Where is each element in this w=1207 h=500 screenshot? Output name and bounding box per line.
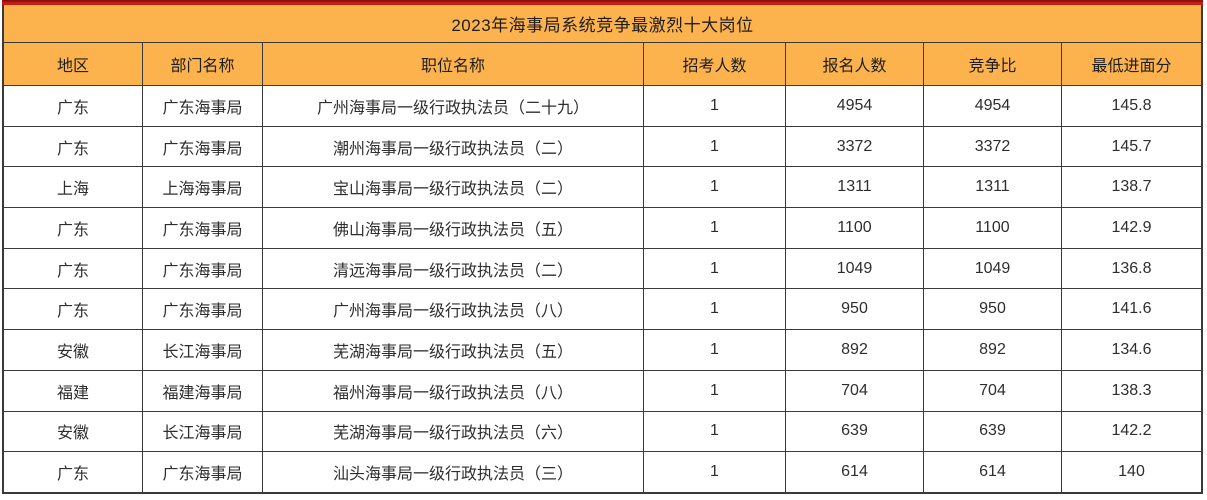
header-cell: 招考人数 bbox=[643, 43, 785, 85]
table-cell: 佛山海事局一级行政执法员（五） bbox=[262, 208, 643, 248]
table-cell: 1 bbox=[643, 289, 785, 330]
table-cell: 141.6 bbox=[1061, 289, 1201, 330]
table-cell: 广州海事局一级行政执法员（二十九） bbox=[262, 86, 643, 126]
table-cell: 安徽 bbox=[56, 425, 89, 443]
table-cell: 1 bbox=[643, 370, 785, 411]
table-cell: 892 bbox=[923, 330, 1061, 370]
table-cell: 广东 bbox=[56, 303, 89, 321]
table-cell: 1311 bbox=[923, 167, 1061, 208]
table-cell: 3372 bbox=[923, 126, 1061, 167]
table-cell: 1 bbox=[643, 208, 785, 248]
table-cell: 长江海事局 bbox=[142, 330, 262, 370]
table-cell: 140 bbox=[1061, 452, 1201, 492]
table-cell: 1 bbox=[643, 126, 785, 167]
table-cell: 145.8 bbox=[1061, 86, 1201, 126]
table-title-text: 2023年海事局系统竞争最激烈十大岗位 bbox=[451, 16, 754, 35]
table-row: 上海 上海海事局 宝山海事局一级行政执法员（二） 1 1311 1311 138.7 bbox=[4, 166, 1201, 208]
table-cell: 614 bbox=[923, 452, 1061, 492]
table-cell: 1100 bbox=[785, 208, 923, 248]
table-cell: 704 bbox=[923, 370, 1061, 411]
table-cell: 1 bbox=[643, 248, 785, 289]
table-cell: 上海 bbox=[56, 181, 89, 199]
table-cell: 清远海事局一级行政执法员（二） bbox=[262, 248, 643, 289]
table-cell: 950 bbox=[785, 289, 923, 330]
table-cell: 142.2 bbox=[1061, 411, 1201, 452]
competition-table: 2023年海事局系统竞争最激烈十大岗位 地区 部门名称 职位名称 招考人数 报名人数 竞争… bbox=[2, 5, 1203, 494]
table-row: 广东 广东海事局 佛山海事局一级行政执法员（五） 1 1100 1100 142.9 bbox=[4, 207, 1201, 248]
header-cell: 报名人数 bbox=[785, 43, 923, 85]
table-cell: 1 bbox=[643, 86, 785, 126]
table-cell: 4954 bbox=[785, 86, 923, 126]
table-cell: 1311 bbox=[785, 167, 923, 208]
table-cell: 145.7 bbox=[1061, 126, 1201, 167]
table-cell: 广州海事局一级行政执法员（八） bbox=[262, 289, 643, 330]
table-row: 安徽 长江海事局 芜湖海事局一级行政执法员（五） 1 892 892 134.6 bbox=[4, 329, 1201, 370]
table-cell: 芜湖海事局一级行政执法员（五） bbox=[262, 330, 643, 370]
table-cell: 1049 bbox=[923, 248, 1061, 289]
table-row: 广东 广东海事局 广州海事局一级行政执法员（八） 1 950 950 141.6 bbox=[4, 288, 1201, 330]
table-cell: 614 bbox=[785, 452, 923, 492]
table-cell: 潮州海事局一级行政执法员（二） bbox=[262, 126, 643, 167]
table-cell: 1 bbox=[643, 167, 785, 208]
table-cell: 广东 bbox=[56, 466, 89, 484]
table-cell: 3372 bbox=[785, 126, 923, 167]
table-row: 广东 广东海事局 清远海事局一级行政执法员（二） 1 1049 1049 136.8 bbox=[4, 247, 1201, 289]
table-cell: 芜湖海事局一级行政执法员（六） bbox=[262, 411, 643, 452]
table-cell: 广东 bbox=[56, 221, 89, 239]
table-cell: 广东 bbox=[56, 262, 89, 280]
table-cell: 广东海事局 bbox=[142, 126, 262, 167]
table-cell: 1100 bbox=[923, 208, 1061, 248]
table-body: 广东 广东海事局 广州海事局一级行政执法员（二十九） 1 4954 4954 145.8 广东… bbox=[4, 85, 1201, 492]
table-row: 广东 广东海事局 广州海事局一级行政执法员（二十九） 1 4954 4954 145.8 bbox=[4, 85, 1201, 126]
table-cell: 704 bbox=[785, 370, 923, 411]
table-cell: 892 bbox=[785, 330, 923, 370]
table-header-row: 地区 部门名称 职位名称 招考人数 报名人数 竞争比 最低进面分 bbox=[4, 42, 1201, 85]
table-cell: 汕头海事局一级行政执法员（三） bbox=[262, 452, 643, 492]
table-cell: 福州海事局一级行政执法员（八） bbox=[262, 370, 643, 411]
table-row: 安徽 长江海事局 芜湖海事局一级行政执法员（六） 1 639 639 142.2 bbox=[4, 410, 1201, 452]
table-cell: 639 bbox=[923, 411, 1061, 452]
table-cell: 142.9 bbox=[1061, 208, 1201, 248]
table-cell: 138.3 bbox=[1061, 370, 1201, 411]
table-cell: 639 bbox=[785, 411, 923, 452]
table-cell: 安徽 bbox=[56, 343, 89, 361]
table-cell: 长江海事局 bbox=[142, 411, 262, 452]
table-cell: 1 bbox=[643, 452, 785, 492]
table-cell: 广东 bbox=[56, 99, 89, 117]
top-red-accent-bar bbox=[2, 0, 1203, 5]
table-row: 福建 福建海事局 福州海事局一级行政执法员（八） 1 704 704 138.3 bbox=[4, 369, 1201, 411]
table-cell: 广东海事局 bbox=[142, 86, 262, 126]
table-cell: 宝山海事局一级行政执法员（二） bbox=[262, 167, 643, 208]
table-row: 广东 广东海事局 潮州海事局一级行政执法员（二） 1 3372 3372 145.7 bbox=[4, 125, 1201, 167]
table-cell: 上海海事局 bbox=[142, 167, 262, 208]
header-cell: 职位名称 bbox=[262, 43, 643, 85]
table-cell: 1 bbox=[643, 411, 785, 452]
table-cell: 4954 bbox=[923, 86, 1061, 126]
table-cell: 福建 bbox=[56, 384, 89, 402]
table-cell: 134.6 bbox=[1061, 330, 1201, 370]
table-cell: 1 bbox=[643, 330, 785, 370]
table-title: 2023年海事局系统竞争最激烈十大岗位 bbox=[4, 5, 1201, 42]
table-cell: 广东海事局 bbox=[142, 208, 262, 248]
table-row: 广东 广东海事局 汕头海事局一级行政执法员（三） 1 614 614 140 bbox=[4, 451, 1201, 492]
table-cell: 136.8 bbox=[1061, 248, 1201, 289]
table-cell: 138.7 bbox=[1061, 167, 1201, 208]
table-cell: 福建海事局 bbox=[142, 370, 262, 411]
header-cell: 地区 bbox=[56, 58, 89, 75]
table-cell: 1049 bbox=[785, 248, 923, 289]
table-cell: 950 bbox=[923, 289, 1061, 330]
table-cell: 广东海事局 bbox=[142, 248, 262, 289]
header-cell: 部门名称 bbox=[142, 43, 262, 85]
header-cell: 竞争比 bbox=[923, 43, 1061, 85]
table-cell: 广东海事局 bbox=[142, 289, 262, 330]
header-cell: 最低进面分 bbox=[1061, 43, 1201, 85]
table-cell: 广东海事局 bbox=[142, 452, 262, 492]
table-cell: 广东 bbox=[56, 140, 89, 158]
